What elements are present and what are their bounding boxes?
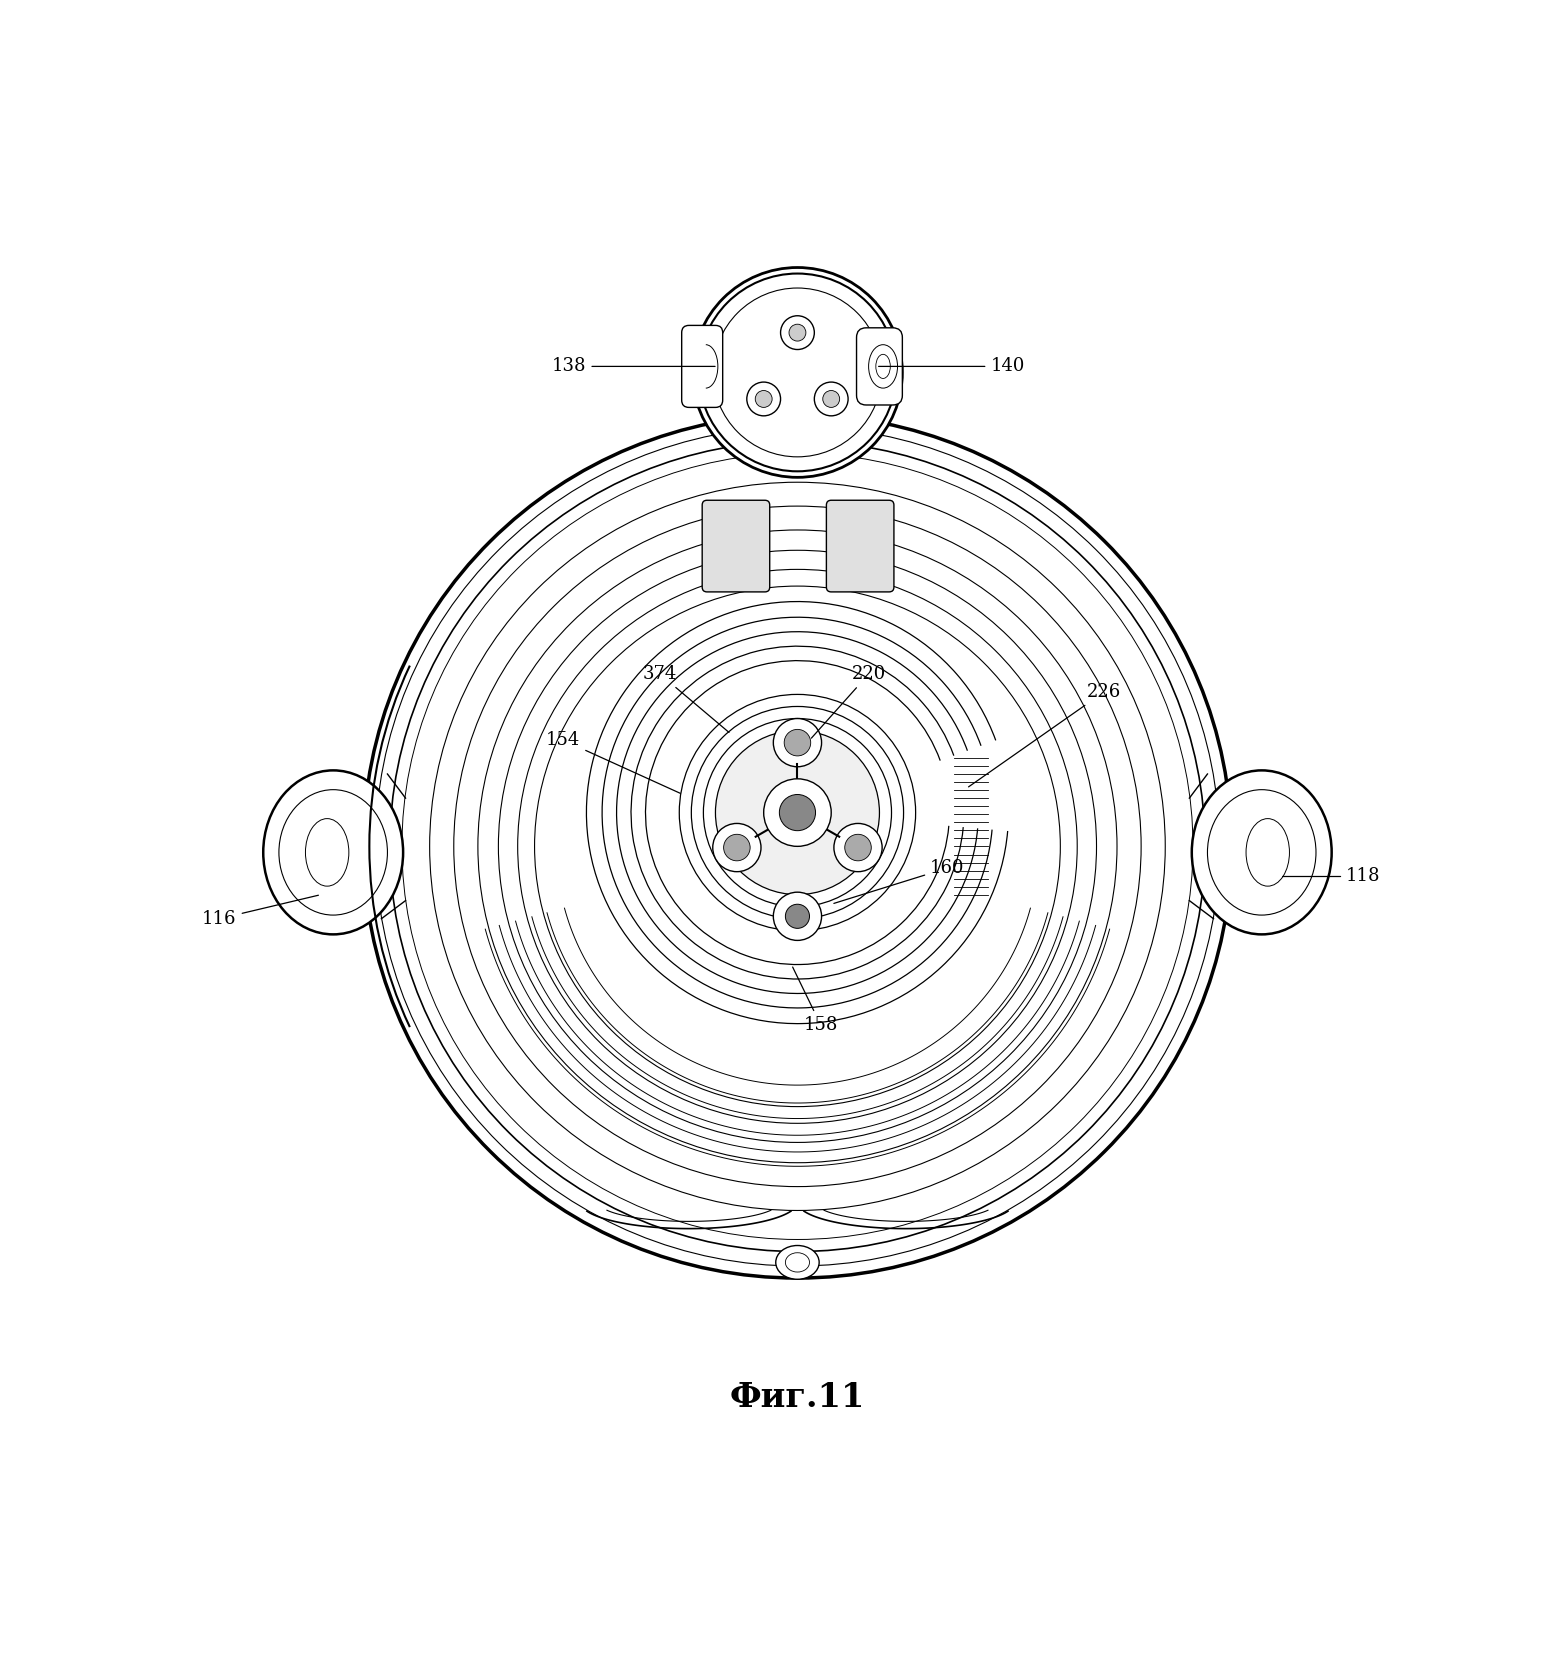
Ellipse shape: [823, 391, 840, 408]
Ellipse shape: [1192, 770, 1332, 935]
Ellipse shape: [263, 770, 403, 935]
Ellipse shape: [789, 324, 806, 341]
Ellipse shape: [786, 904, 809, 929]
Text: Фиг.11: Фиг.11: [730, 1381, 865, 1414]
Text: 374: 374: [643, 666, 730, 732]
Ellipse shape: [781, 316, 814, 349]
Text: 140: 140: [879, 358, 1025, 376]
FancyBboxPatch shape: [826, 501, 893, 592]
FancyBboxPatch shape: [682, 326, 722, 408]
Text: 220: 220: [811, 666, 885, 739]
Text: 154: 154: [546, 730, 680, 794]
Ellipse shape: [834, 824, 882, 872]
Text: 160: 160: [834, 859, 965, 904]
Ellipse shape: [755, 391, 772, 408]
Text: 226: 226: [968, 682, 1122, 787]
Ellipse shape: [773, 892, 822, 940]
Ellipse shape: [692, 268, 902, 478]
Ellipse shape: [814, 383, 848, 416]
FancyBboxPatch shape: [702, 501, 770, 592]
Ellipse shape: [353, 404, 1242, 1288]
Ellipse shape: [780, 794, 815, 830]
Ellipse shape: [776, 1245, 818, 1280]
Ellipse shape: [716, 730, 879, 895]
Text: 116: 116: [202, 895, 319, 929]
Ellipse shape: [764, 779, 831, 847]
Ellipse shape: [845, 834, 871, 860]
Text: 118: 118: [1282, 867, 1380, 885]
Ellipse shape: [747, 383, 781, 416]
Text: 158: 158: [792, 967, 837, 1033]
Ellipse shape: [713, 824, 761, 872]
Ellipse shape: [773, 719, 822, 767]
Text: 138: 138: [552, 358, 716, 376]
Ellipse shape: [724, 834, 750, 860]
FancyBboxPatch shape: [856, 328, 902, 404]
Ellipse shape: [784, 729, 811, 755]
